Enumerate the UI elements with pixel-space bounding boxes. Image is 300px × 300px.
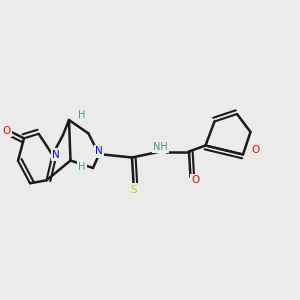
Text: S: S <box>130 184 137 195</box>
Text: H: H <box>78 161 85 172</box>
Text: N: N <box>52 150 60 160</box>
Text: NH: NH <box>153 142 168 152</box>
Text: H: H <box>78 110 85 120</box>
Text: O: O <box>192 175 200 185</box>
Text: O: O <box>251 145 259 155</box>
Text: N: N <box>95 146 103 157</box>
Text: O: O <box>2 126 11 136</box>
